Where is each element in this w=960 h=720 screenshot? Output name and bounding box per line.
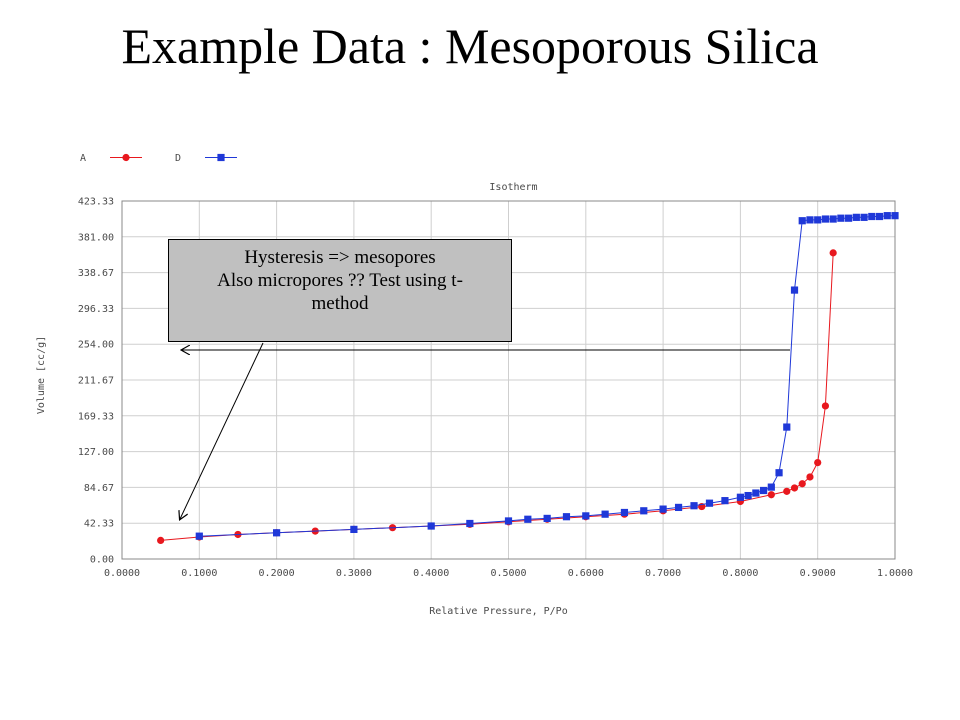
y-axis-ticks: 0.00 42.33 84.67 127.00 169.33 211.67 254.00 29… <box>78 197 114 566</box>
data-point-D <box>562 513 571 521</box>
y-tick-label: 423.33 <box>78 197 114 208</box>
arrow-to-low-pressure <box>180 342 264 519</box>
data-point-A <box>790 484 799 492</box>
data-point-D <box>659 505 667 513</box>
data-point-A <box>829 249 837 257</box>
data-point-A <box>783 487 791 495</box>
data-point-D <box>806 216 814 224</box>
y-tick-label: 169.33 <box>78 411 114 422</box>
chart-title: Isotherm <box>489 182 537 193</box>
data-point-D <box>852 213 860 221</box>
x-tick-label: 0.3000 <box>336 568 372 579</box>
x-tick-label: 0.9000 <box>800 568 836 579</box>
data-point-D <box>860 213 868 221</box>
data-point-D <box>759 486 768 495</box>
x-tick-label: 0.1000 <box>181 568 217 579</box>
data-point-D <box>798 217 806 225</box>
chart-series <box>157 212 899 544</box>
callout-line-1: Hysteresis => mesopores <box>244 247 436 268</box>
data-point-D <box>868 212 876 221</box>
data-point-D <box>524 515 532 523</box>
data-point-D <box>640 507 648 515</box>
data-point-D <box>601 510 609 518</box>
x-tick-label: 1.0000 <box>877 568 913 579</box>
legend-marker-D <box>217 153 225 162</box>
data-point-D <box>195 532 203 540</box>
data-point-D <box>783 423 791 431</box>
x-tick-label: 0.2000 <box>259 568 295 579</box>
y-tick-label: 84.67 <box>84 483 114 494</box>
y-tick-label: 338.67 <box>78 268 114 279</box>
data-point-D <box>837 214 845 222</box>
y-axis-label: Volume [cc/g] <box>36 336 47 414</box>
data-point-D <box>875 212 884 221</box>
data-point-D <box>736 493 744 501</box>
legend-marker-A <box>122 153 130 162</box>
hysteresis-callout: Hysteresis => mesopores Also micropores … <box>168 239 512 342</box>
y-tick-label: 127.00 <box>78 447 114 458</box>
x-tick-label: 0.7000 <box>645 568 681 579</box>
slide-title: Example Data : Mesoporous Silica <box>121 18 819 74</box>
data-point-D <box>790 286 799 294</box>
x-tick-label: 0.0000 <box>104 568 140 579</box>
data-point-D <box>427 522 435 530</box>
data-point-D <box>543 514 551 523</box>
data-point-D <box>350 525 358 534</box>
data-point-D <box>821 215 830 223</box>
data-point-D <box>721 497 729 505</box>
legend-label-D: D <box>175 153 181 164</box>
x-tick-label: 0.8000 <box>722 568 758 579</box>
data-point-D <box>814 216 822 224</box>
y-tick-label: 42.33 <box>84 519 114 530</box>
data-point-D <box>273 529 281 537</box>
y-tick-label: 211.67 <box>78 376 114 387</box>
y-tick-label: 296.33 <box>78 304 114 315</box>
data-point-A <box>157 536 165 544</box>
data-point-A <box>767 491 775 499</box>
x-axis-label: Relative Pressure, P/Po <box>429 606 567 617</box>
x-tick-label: 0.6000 <box>568 568 604 579</box>
data-point-D <box>767 483 775 491</box>
x-tick-label: 0.5000 <box>490 568 526 579</box>
data-point-D <box>752 489 760 497</box>
data-point-D <box>705 499 714 507</box>
data-point-D <box>883 212 891 220</box>
y-tick-label: 0.00 <box>90 555 114 566</box>
annotation-arrows <box>180 342 790 519</box>
y-tick-label: 381.00 <box>78 232 114 243</box>
callout-line-3: method <box>311 293 369 314</box>
callout-line-2: Also micropores ?? Test using t- <box>217 270 463 291</box>
data-point-A <box>821 402 830 410</box>
plot-area <box>121 200 896 560</box>
x-tick-label: 0.4000 <box>413 568 449 579</box>
data-point-D <box>504 517 513 525</box>
data-point-D <box>620 508 629 517</box>
y-tick-label: 254.00 <box>78 340 114 351</box>
data-point-D <box>744 491 752 500</box>
data-point-D <box>582 512 590 520</box>
x-axis-ticks: 0.0000 0.1000 0.2000 0.3000 0.4000 0.5000 0.60… <box>104 568 913 579</box>
data-point-D <box>775 469 783 477</box>
data-point-D <box>891 212 899 220</box>
legend-label-A: A <box>80 153 86 164</box>
data-point-D <box>829 215 837 223</box>
data-point-A <box>806 473 814 481</box>
data-point-A <box>798 480 806 488</box>
data-point-D <box>674 503 683 512</box>
data-point-D <box>690 502 698 510</box>
data-point-D <box>845 214 853 222</box>
data-point-D <box>466 519 474 528</box>
data-point-A <box>814 458 822 467</box>
